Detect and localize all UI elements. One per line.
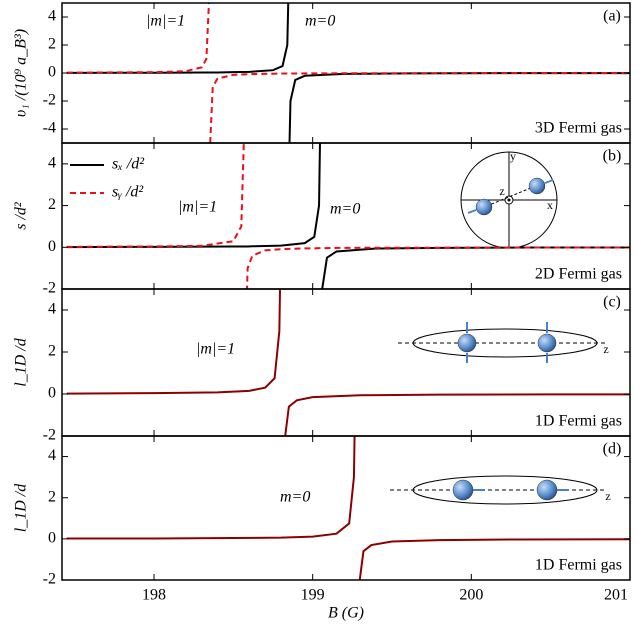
inset-2d — [460, 151, 558, 249]
series-line — [66, 143, 630, 289]
series-line — [66, 289, 630, 436]
x-tick-label: 200 — [459, 587, 483, 604]
gas-label: 1D Fermi gas — [535, 413, 622, 430]
y-tick-label: -4 — [43, 120, 56, 137]
annotation: |m|=1 — [178, 199, 217, 216]
annotation: |m|=1 — [196, 341, 235, 358]
y-tick-label: 0 — [48, 530, 56, 547]
annotation: m=0 — [280, 489, 310, 506]
legend-label: sₓ /d² — [112, 156, 145, 173]
annotation: m=0 — [305, 13, 335, 30]
y-tick-label: 4 — [48, 301, 56, 318]
gas-label: 2D Fermi gas — [535, 266, 622, 283]
y-tick-label: -2 — [43, 571, 56, 588]
y-axis-label: l_1D /d — [13, 483, 30, 532]
y-tick-label: 2 — [48, 488, 56, 505]
y-tick-label: 0 — [48, 64, 56, 81]
y-tick-label: -2 — [43, 427, 56, 444]
panel-label: (c) — [603, 294, 621, 311]
y-tick-label: 2 — [48, 36, 56, 53]
y-axis-label: l_1D /d — [13, 337, 30, 386]
y-tick-label: 4 — [48, 8, 56, 25]
gas-label: 1D Fermi gas — [535, 557, 622, 574]
panel-label: (d) — [603, 441, 622, 458]
x-tick-label: 199 — [301, 587, 325, 604]
y-axis-label: υ₁ /(10⁹ a_B³) — [13, 29, 30, 117]
series-line — [66, 436, 630, 580]
y-tick-label: 4 — [48, 155, 56, 172]
y-tick-label: -2 — [43, 280, 56, 297]
panel-label: (a) — [603, 8, 621, 25]
inset-1d-c — [398, 322, 605, 363]
panel-label: (b) — [603, 148, 622, 165]
y-tick-label: 2 — [48, 196, 56, 213]
series-line — [66, 3, 630, 143]
frame — [61, 435, 631, 581]
x-tick-label: 198 — [142, 587, 166, 604]
inset-label: y — [510, 149, 516, 163]
y-tick-label: 0 — [48, 238, 56, 255]
y-tick-label: 4 — [48, 447, 56, 464]
legend-label: sᵧ /d² — [112, 184, 144, 201]
y-tick-label: -2 — [43, 92, 56, 109]
x-axis-label: B (G) — [328, 605, 364, 622]
inset-label: z — [605, 489, 610, 503]
annotation: m=0 — [330, 201, 360, 218]
y-tick-label: 2 — [48, 343, 56, 360]
annotation: |m|=1 — [146, 13, 185, 30]
y-tick-label: 0 — [48, 385, 56, 402]
inset-1d-d — [390, 475, 605, 505]
gas-label: 3D Fermi gas — [535, 120, 622, 137]
inset-label: x — [547, 198, 553, 212]
inset-label: z — [499, 184, 504, 198]
x-tick-label: 201 — [604, 587, 628, 604]
inset-label: z — [603, 342, 608, 356]
y-axis-label: s /d² — [13, 201, 30, 230]
